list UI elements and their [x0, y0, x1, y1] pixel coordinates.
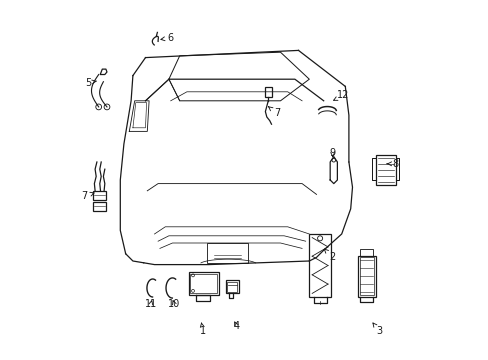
- Bar: [190, 274, 217, 293]
- Bar: [206, 243, 247, 263]
- Text: 1: 1: [200, 323, 206, 336]
- Bar: [360, 249, 372, 256]
- Text: 11: 11: [144, 299, 157, 309]
- Text: 9: 9: [329, 148, 335, 158]
- Bar: [188, 272, 219, 295]
- Text: 10: 10: [168, 299, 180, 309]
- Bar: [359, 257, 373, 295]
- Bar: [375, 155, 395, 185]
- Text: 12: 12: [333, 90, 349, 100]
- Bar: [93, 191, 106, 200]
- Bar: [227, 282, 237, 292]
- Text: 7: 7: [81, 191, 94, 201]
- Bar: [309, 234, 330, 297]
- Text: 2: 2: [324, 249, 335, 262]
- Text: 6: 6: [161, 33, 173, 43]
- Text: 7: 7: [268, 107, 280, 118]
- Bar: [93, 202, 106, 211]
- Text: 3: 3: [372, 323, 382, 336]
- Text: 4: 4: [233, 321, 239, 331]
- Bar: [265, 87, 271, 97]
- Text: 5: 5: [84, 78, 96, 88]
- Text: 8: 8: [386, 159, 398, 169]
- Bar: [357, 256, 375, 297]
- Bar: [225, 280, 239, 293]
